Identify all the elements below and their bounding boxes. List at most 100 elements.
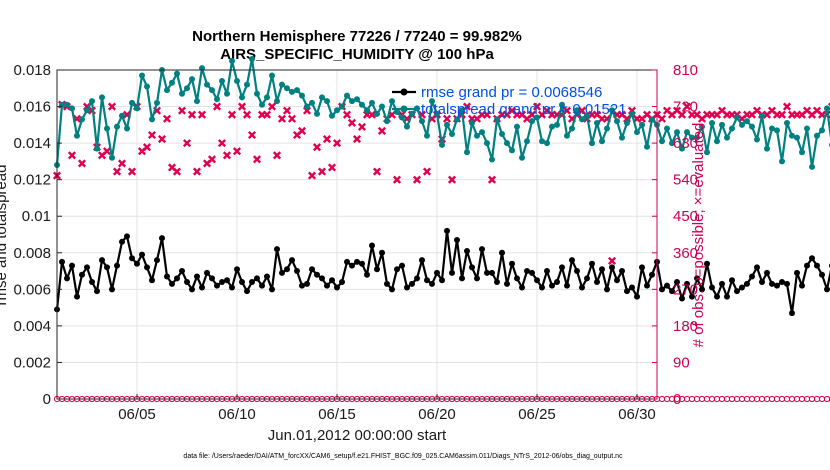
rmse-point bbox=[159, 235, 165, 242]
totalspread-point bbox=[634, 129, 640, 136]
totalspread-point bbox=[459, 107, 465, 114]
possible-obs-marker bbox=[683, 395, 691, 403]
totalspread-point bbox=[189, 76, 195, 83]
rmse-point bbox=[814, 262, 820, 269]
rmse-point bbox=[634, 293, 640, 300]
rmse-point bbox=[824, 286, 830, 293]
evaluated-obs-stroke bbox=[682, 102, 692, 111]
totalspread-point bbox=[624, 120, 630, 127]
rmse-point bbox=[384, 280, 390, 287]
totalspread-point bbox=[799, 149, 805, 156]
left-tick-label: 0.008 bbox=[13, 245, 51, 262]
possible-obs-marker bbox=[813, 395, 821, 403]
totalspread-point bbox=[614, 118, 620, 125]
rmse-point bbox=[779, 279, 785, 286]
totalspread-point bbox=[224, 90, 230, 97]
evaluated-obs-marker bbox=[227, 110, 237, 119]
evaluated-obs-stroke bbox=[297, 126, 307, 135]
evaluated-obs-marker bbox=[242, 110, 252, 119]
rmse-point bbox=[74, 293, 80, 300]
totalspread-point bbox=[259, 101, 265, 108]
evaluated-obs-marker bbox=[127, 167, 137, 176]
possible-obs-marker bbox=[763, 395, 771, 403]
evaluated-obs-marker bbox=[487, 175, 497, 184]
rmse-point bbox=[549, 282, 555, 289]
totalspread-point bbox=[759, 112, 765, 119]
rmse-point bbox=[319, 275, 325, 282]
totalspread-point bbox=[494, 116, 500, 123]
totalspread-point bbox=[204, 81, 210, 88]
totalspread-point bbox=[349, 98, 355, 105]
rmse-point bbox=[709, 284, 715, 291]
rmse-point bbox=[639, 264, 645, 271]
totalspread-point bbox=[819, 127, 825, 134]
grid-lines bbox=[57, 69, 657, 400]
possible-obs-marker bbox=[658, 395, 666, 403]
rmse-point bbox=[794, 269, 800, 276]
totalspread-point bbox=[749, 123, 755, 130]
evaluated-obs-stroke bbox=[262, 110, 272, 119]
evaluated-obs-marker bbox=[172, 167, 182, 176]
rmse-point bbox=[494, 279, 500, 286]
possible-obs-marker bbox=[718, 395, 726, 403]
x-axis-ticks: 06/05 06/10 06/15 06/20 06/25 06/30 bbox=[118, 394, 656, 423]
evaluated-obs-stroke bbox=[242, 110, 252, 119]
evaluated-obs-stroke bbox=[767, 106, 777, 115]
possible-obs-marker bbox=[713, 395, 721, 403]
evaluated-obs-marker bbox=[317, 167, 327, 176]
totalspread-point bbox=[639, 121, 645, 128]
rmse-point bbox=[229, 284, 235, 291]
rmse-point bbox=[179, 268, 185, 275]
rmse-point bbox=[729, 277, 735, 284]
evaluated-obs-stroke bbox=[812, 106, 822, 115]
rmse-point bbox=[94, 288, 100, 295]
evaluated-obs-stroke bbox=[717, 106, 727, 115]
left-tick-label: 0.004 bbox=[13, 318, 51, 335]
evaluated-obs-marker bbox=[207, 155, 217, 164]
totalspread-point bbox=[809, 163, 815, 170]
rmse-point bbox=[114, 262, 120, 269]
evaluated-obs-stroke bbox=[232, 147, 242, 156]
evaluated-obs-marker bbox=[197, 110, 207, 119]
evaluated-obs-marker bbox=[357, 122, 367, 131]
totalspread-point bbox=[104, 125, 110, 132]
totalspread-point bbox=[569, 125, 575, 132]
totalspread-point bbox=[109, 154, 115, 161]
totalspread-point bbox=[629, 110, 635, 117]
rmse-point bbox=[544, 268, 550, 275]
evaluated-obs-stroke bbox=[247, 130, 257, 140]
rmse-point bbox=[369, 242, 375, 249]
evaluated-obs-stroke bbox=[277, 114, 287, 123]
evaluated-obs-stroke bbox=[642, 110, 652, 119]
evaluated-obs-stroke bbox=[372, 167, 382, 176]
rmse-point bbox=[574, 268, 580, 275]
totalspread-point bbox=[144, 83, 150, 90]
evaluated-obs-stroke bbox=[532, 102, 542, 111]
evaluated-obs-stroke bbox=[147, 130, 157, 140]
totalspread-point bbox=[694, 134, 700, 141]
rmse-point bbox=[304, 280, 310, 287]
rmse-point bbox=[194, 273, 200, 280]
rmse-point bbox=[524, 268, 530, 275]
rmse-point bbox=[59, 258, 65, 265]
rmse-point bbox=[99, 257, 105, 264]
evaluated-obs-stroke bbox=[527, 110, 537, 119]
totalspread-point bbox=[234, 77, 240, 84]
possible-obs-marker bbox=[688, 395, 696, 403]
totalspread-point bbox=[394, 109, 400, 116]
evaluated-obs-stroke bbox=[272, 151, 282, 160]
totalspread-point bbox=[744, 118, 750, 125]
evaluated-obs-marker bbox=[677, 110, 687, 119]
rmse-point bbox=[84, 264, 90, 271]
rmse-point bbox=[724, 293, 730, 300]
evaluated-obs-stroke bbox=[487, 175, 497, 184]
totalspread-point bbox=[824, 105, 830, 112]
rmse-point bbox=[424, 277, 430, 284]
evaluated-obs-stroke bbox=[207, 155, 217, 164]
totalspread-point bbox=[269, 72, 275, 79]
rmse-point bbox=[259, 282, 265, 289]
rmse-point bbox=[514, 275, 520, 282]
evaluated-obs-stroke bbox=[802, 106, 812, 115]
totalspread-point bbox=[359, 101, 365, 108]
right-tick-label: 0 bbox=[673, 391, 681, 408]
